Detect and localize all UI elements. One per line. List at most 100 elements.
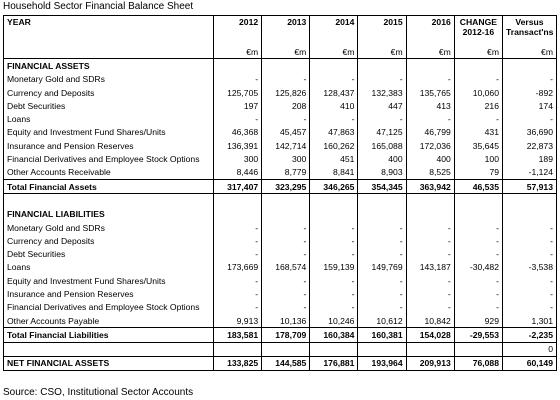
cell: - — [261, 234, 311, 248]
source-note: Source: CSO, Institutional Sector Accoun… — [3, 387, 194, 398]
cell: - — [453, 247, 504, 261]
cell: 168,574 — [261, 260, 311, 275]
cell — [405, 193, 455, 208]
data-row: Insurance and Pension Reserves 136,391 142… — [3, 139, 557, 153]
cell: 10,612 — [357, 313, 407, 328]
cell: - — [502, 72, 557, 86]
cell: - — [357, 287, 407, 301]
cell: 209,913 — [405, 355, 455, 372]
cell: 10,842 — [405, 313, 455, 328]
cell — [309, 193, 359, 208]
data-row: Monetary Gold and SDRs - - - - - - - — [3, 72, 557, 86]
cell: - — [212, 247, 263, 261]
cell: Debt Securities — [3, 247, 214, 261]
header-cell: Versus Transact'ns — [502, 15, 557, 45]
cell: -30,482 — [453, 260, 504, 275]
cell: - — [453, 112, 504, 126]
title: Household Sector Financial Balance Sheet — [3, 1, 194, 12]
cell — [357, 207, 407, 221]
cell: - — [309, 72, 359, 86]
data-row: Currency and Deposits - - - - - - - — [3, 234, 557, 248]
data-row: Equity and Investment Fund Shares/Units -… — [3, 274, 557, 288]
cell — [453, 341, 504, 357]
cell: - — [405, 287, 455, 301]
cell: - — [357, 220, 407, 235]
header-cell: 2016 — [405, 15, 455, 45]
cell: 174 — [502, 99, 557, 113]
total-row: Total Financial Assets 317,407 323,295 346,… — [3, 178, 557, 195]
cell: -2,235 — [502, 327, 557, 343]
total-row: Total Financial Liabilities 183,581 178,70… — [3, 327, 557, 343]
cell: - — [502, 234, 557, 248]
cell: €m — [405, 45, 455, 60]
cell: - — [212, 234, 263, 248]
cell: 76,088 — [453, 355, 504, 372]
data-row: Financial Derivatives and Employee Stock… — [3, 300, 557, 314]
header-cell: 2012 — [212, 15, 263, 45]
header-cell: 2015 — [357, 15, 407, 45]
cell: 142,714 — [261, 139, 311, 153]
cell: - — [261, 112, 311, 126]
net-row: NET FINANCIAL ASSETS 133,825 144,585 176,88… — [3, 355, 557, 372]
cell: 929 — [453, 313, 504, 328]
cell: 8,779 — [261, 165, 311, 180]
cell: 208 — [261, 99, 311, 113]
cell: 410 — [309, 99, 359, 113]
cell — [405, 207, 455, 221]
data-row: Loans 173,669 168,574 159,139 149,769 143,187… — [3, 260, 557, 275]
cell: - — [261, 247, 311, 261]
cell — [261, 58, 311, 73]
cell: - — [405, 220, 455, 235]
cell: 132,383 — [357, 85, 407, 100]
cell: 10,136 — [261, 313, 311, 328]
cell: 160,384 — [309, 327, 359, 343]
cell: €m — [502, 45, 557, 60]
cell: 159,139 — [309, 260, 359, 275]
cell: Monetary Gold and SDRs — [3, 220, 214, 235]
cell: - — [453, 72, 504, 86]
cell: 317,407 — [212, 178, 263, 195]
cell: 346,265 — [309, 178, 359, 195]
cell: 300 — [261, 152, 311, 166]
cell: - — [261, 72, 311, 86]
header-line: Transact'ns — [506, 27, 554, 37]
cell: Insurance and Pension Reserves — [3, 139, 214, 153]
cell — [3, 341, 214, 357]
cell: 47,863 — [309, 125, 359, 140]
cell: - — [405, 247, 455, 261]
cell: 189 — [502, 152, 557, 166]
cell: 125,705 — [212, 85, 263, 100]
data-row: Debt Securities 197 208 410 447 413 216 174 — [3, 99, 557, 113]
cell: FINANCIAL ASSETS — [3, 58, 214, 73]
cell: 197 — [212, 99, 263, 113]
data-row: Monetary Gold and SDRs - - - - - - - — [3, 220, 557, 235]
cell: - — [212, 287, 263, 301]
cell: - — [261, 220, 311, 235]
cell: - — [309, 300, 359, 314]
cell: 57,913 — [502, 178, 557, 195]
cell: Loans — [3, 260, 214, 275]
header-line: CHANGE — [459, 17, 498, 27]
cell: Total Financial Assets — [3, 178, 214, 195]
header-row: YEAR 2012 2013 2014 2015 2016 CHANGE 2012-16 Ver… — [3, 15, 557, 45]
cell: Loans — [3, 112, 214, 126]
cell — [357, 193, 407, 208]
cell: - — [309, 220, 359, 235]
cell: 133,825 — [212, 355, 263, 372]
cell: Equity and Investment Fund Shares/Units — [3, 274, 214, 288]
cell: Currency and Deposits — [3, 234, 214, 248]
cell — [3, 193, 214, 208]
cell: 45,457 — [261, 125, 311, 140]
cell — [357, 341, 407, 357]
cell: 46,535 — [453, 178, 504, 195]
cell: - — [357, 247, 407, 261]
cell: Equity and Investment Fund Shares/Units — [3, 125, 214, 140]
cell — [405, 341, 455, 357]
header-cell: CHANGE 2012-16 — [453, 15, 504, 45]
cell: 160,262 — [309, 139, 359, 153]
cell: 10,060 — [453, 85, 504, 100]
cell: - — [502, 300, 557, 314]
cell: - — [453, 274, 504, 288]
header-line: 2012-16 — [462, 27, 495, 37]
